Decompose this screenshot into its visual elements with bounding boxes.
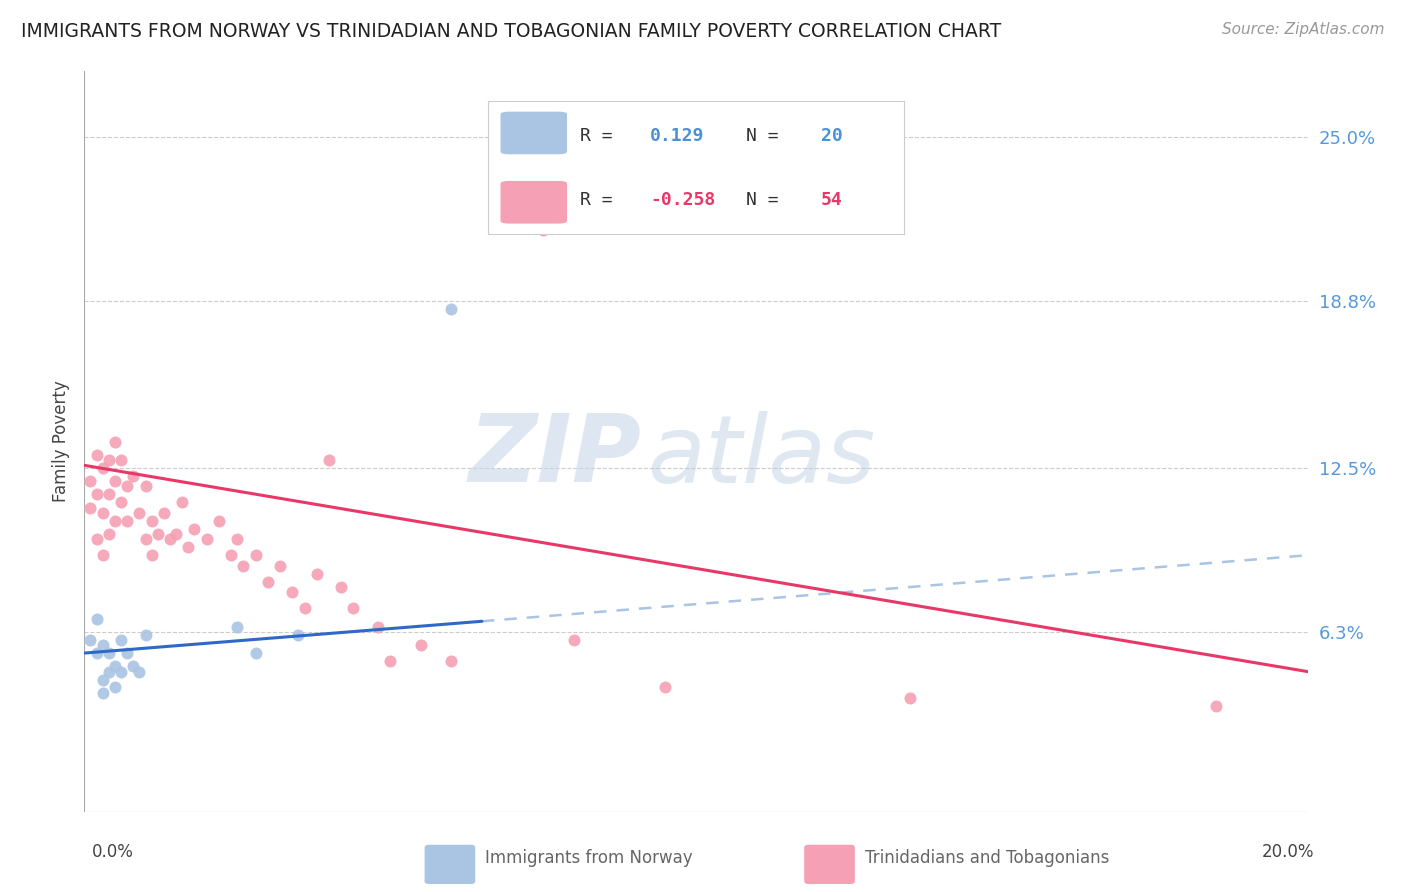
Point	[342, 601, 364, 615]
Point	[104, 659, 127, 673]
Point	[86, 646, 108, 660]
Point	[104, 474, 127, 488]
Point	[226, 533, 249, 547]
Point	[91, 673, 114, 687]
Point	[79, 632, 101, 647]
Point	[104, 434, 127, 449]
Point	[91, 686, 114, 700]
Point	[128, 665, 150, 679]
Point	[91, 461, 114, 475]
Point	[97, 453, 120, 467]
Point	[245, 646, 267, 660]
Point	[177, 541, 200, 555]
Point	[115, 514, 138, 528]
Point	[97, 665, 120, 679]
Point	[135, 479, 157, 493]
Text: Trinidadians and Tobagonians: Trinidadians and Tobagonians	[865, 849, 1109, 867]
Point	[91, 548, 114, 562]
Point	[898, 691, 921, 706]
Point	[146, 527, 169, 541]
Point	[135, 627, 157, 641]
Point	[97, 646, 120, 660]
Point	[91, 638, 114, 652]
Point	[562, 632, 585, 647]
Text: Source: ZipAtlas.com: Source: ZipAtlas.com	[1222, 22, 1385, 37]
Point	[172, 495, 194, 509]
Y-axis label: Family Poverty: Family Poverty	[52, 381, 70, 502]
Point	[1205, 698, 1227, 713]
Point	[79, 500, 101, 515]
Point	[86, 448, 108, 462]
Point	[135, 533, 157, 547]
Point	[159, 533, 181, 547]
Point	[110, 453, 132, 467]
Point	[183, 522, 205, 536]
Text: IMMIGRANTS FROM NORWAY VS TRINIDADIAN AND TOBAGONIAN FAMILY POVERTY CORRELATION : IMMIGRANTS FROM NORWAY VS TRINIDADIAN AN…	[21, 22, 1001, 41]
Point	[318, 453, 340, 467]
Point	[122, 659, 145, 673]
Text: atlas: atlas	[647, 411, 876, 502]
Point	[219, 548, 242, 562]
Point	[330, 580, 353, 594]
Point	[257, 574, 280, 589]
Point	[281, 585, 304, 599]
Text: ZIP: ZIP	[468, 410, 641, 502]
Text: Immigrants from Norway: Immigrants from Norway	[485, 849, 693, 867]
Text: 20.0%: 20.0%	[1263, 843, 1315, 861]
Point	[195, 533, 218, 547]
Point	[115, 479, 138, 493]
Point	[440, 302, 463, 317]
Point	[245, 548, 267, 562]
Point	[367, 620, 389, 634]
Point	[654, 681, 676, 695]
Point	[409, 638, 432, 652]
Point	[380, 654, 402, 668]
Point	[208, 514, 231, 528]
Point	[79, 474, 101, 488]
Point	[115, 646, 138, 660]
Point	[165, 527, 187, 541]
Point	[86, 612, 108, 626]
Point	[305, 566, 328, 581]
Point	[104, 681, 127, 695]
Point	[97, 527, 120, 541]
Point	[531, 223, 554, 237]
Point	[232, 558, 254, 573]
Point	[141, 548, 163, 562]
Point	[110, 632, 132, 647]
Point	[287, 627, 309, 641]
Point	[110, 665, 132, 679]
Point	[128, 506, 150, 520]
Point	[226, 620, 249, 634]
Point	[440, 654, 463, 668]
Point	[97, 487, 120, 501]
Point	[104, 514, 127, 528]
Point	[91, 506, 114, 520]
Point	[86, 487, 108, 501]
Point	[141, 514, 163, 528]
Point	[153, 506, 176, 520]
Point	[122, 469, 145, 483]
Point	[294, 601, 316, 615]
Text: 0.0%: 0.0%	[91, 843, 134, 861]
Point	[86, 533, 108, 547]
Point	[269, 558, 291, 573]
Point	[110, 495, 132, 509]
